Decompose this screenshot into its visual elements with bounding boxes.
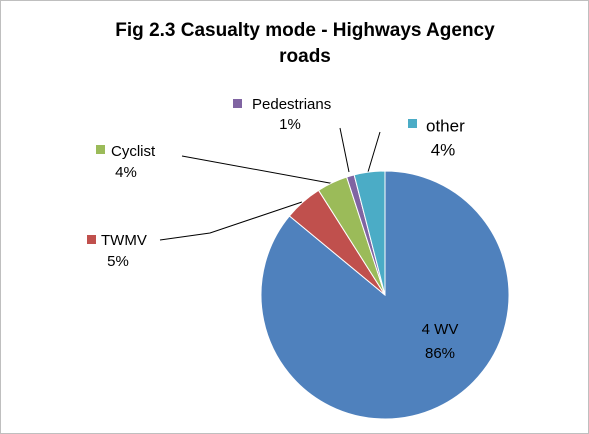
slice-label: TWMV xyxy=(101,232,147,249)
slice-value-label: 4% xyxy=(115,164,137,181)
slice-value-label: 5% xyxy=(107,253,129,270)
legend-key xyxy=(408,119,417,128)
chart-title: Fig 2.3 Casualty mode - Highways Agency … xyxy=(115,20,495,67)
pie-slice xyxy=(353,170,386,296)
slice-label: Pedestrians xyxy=(252,96,331,113)
slice-value-label: 4% xyxy=(431,140,456,159)
leader-line xyxy=(367,131,381,173)
slice-value-label: 86% xyxy=(425,345,455,362)
slice-label: Cyclist xyxy=(111,143,156,160)
slice-value-label: 1% xyxy=(279,116,301,133)
leader-line xyxy=(181,155,336,185)
slice-label: 4 WV xyxy=(422,321,459,338)
slice-label: other xyxy=(426,116,465,135)
legend-key xyxy=(96,145,105,154)
leader-line xyxy=(339,127,350,173)
legend-key xyxy=(233,99,242,108)
legend-key xyxy=(87,235,96,244)
leader-line xyxy=(159,201,303,241)
